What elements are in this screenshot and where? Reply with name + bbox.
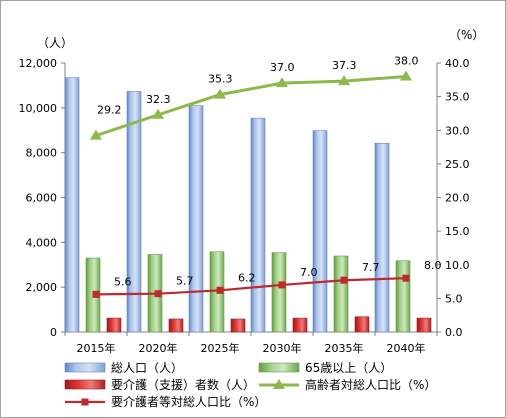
- legend-label-total-population: 総人口（人）: [111, 361, 183, 375]
- data-label-care-ratio: 5.6: [114, 275, 132, 288]
- right-tick-label: 20.0: [445, 192, 470, 205]
- right-tick-label: 25.0: [445, 158, 470, 171]
- right-tick-label: 15.0: [445, 225, 470, 238]
- marker-elderly-ratio: [276, 77, 288, 88]
- marker-care-ratio: [92, 290, 100, 298]
- data-label-elderly-ratio: 32.3: [146, 93, 171, 106]
- data-label-care-ratio: 7.7: [362, 261, 380, 274]
- marker-elderly-ratio: [152, 108, 164, 119]
- bar-total-population: [312, 130, 328, 333]
- left-tick-label: 2,000: [26, 281, 58, 294]
- marker-care-ratio: [154, 290, 162, 298]
- bar-care-needed: [354, 316, 370, 333]
- legend-swatch-total-population: [64, 362, 106, 373]
- right-tick-label: 5.0: [445, 292, 463, 305]
- left-tick-label: 0: [50, 326, 57, 339]
- data-label-care-ratio: 8.0: [424, 259, 442, 272]
- data-label-elderly-ratio: 37.0: [270, 61, 295, 74]
- bar-care-needed: [168, 318, 184, 333]
- bar-total-population: [126, 91, 142, 333]
- marker-care-ratio: [216, 286, 224, 294]
- bar-care-needed: [416, 317, 432, 333]
- marker-elderly-ratio: [214, 88, 226, 99]
- right-tick-label: 10.0: [445, 259, 470, 272]
- bar-total-population: [188, 105, 204, 333]
- left-tick-label: 6,000: [26, 192, 58, 205]
- left-tick-label: 8,000: [26, 147, 58, 160]
- bar-total-population: [374, 142, 390, 333]
- right-tick-label: 0.0: [445, 326, 463, 339]
- marker-elderly-ratio: [338, 75, 350, 86]
- x-tick-label: 2015年: [77, 341, 116, 355]
- data-label-elderly-ratio: 29.2: [97, 104, 122, 117]
- bar-total-population: [64, 77, 80, 333]
- data-label-elderly-ratio: 38.0: [394, 54, 419, 67]
- data-label-care-ratio: 5.7: [176, 275, 194, 288]
- legend-marker-elderly-ratio: [273, 379, 285, 389]
- x-tick-label: 2025年: [201, 341, 240, 355]
- right-axis-unit: （%）: [449, 28, 484, 42]
- line-care-ratio: [95, 277, 407, 296]
- bar-care-needed: [106, 317, 122, 333]
- legend-swatch-age-65-plus: [258, 362, 300, 373]
- right-tick-label: 30.0: [445, 124, 470, 137]
- line-elderly-ratio: [95, 74, 407, 138]
- right-tick-label: 40.0: [445, 57, 470, 70]
- bar-care-needed: [292, 317, 308, 333]
- legend-label-age-65-plus: 65歳以上（人）: [305, 361, 392, 375]
- x-tick-label: 2020年: [139, 341, 178, 355]
- bar-total-population: [250, 117, 266, 333]
- data-label-elderly-ratio: 37.3: [332, 59, 357, 72]
- data-label-care-ratio: 7.0: [300, 266, 318, 279]
- data-label-elderly-ratio: 35.3: [208, 73, 233, 86]
- bar-age-65-plus: [395, 260, 411, 333]
- legend-marker-care-ratio: [81, 398, 89, 406]
- left-tick-label: 10,000: [19, 102, 58, 115]
- marker-care-ratio: [402, 274, 410, 282]
- marker-care-ratio: [278, 281, 286, 289]
- left-axis-unit: （人）: [37, 36, 73, 50]
- left-tick-label: 4,000: [26, 236, 58, 249]
- bar-age-65-plus: [333, 255, 349, 333]
- legend-label-care-ratio: 要介護者等対総人口比（%）: [111, 394, 266, 409]
- left-tick-label: 12,000: [19, 57, 58, 70]
- x-tick-label: 2040年: [387, 341, 426, 355]
- x-tick-label: 2035年: [325, 341, 364, 355]
- bar-age-65-plus: [271, 252, 287, 333]
- marker-elderly-ratio: [90, 129, 102, 140]
- marker-elderly-ratio: [400, 70, 412, 81]
- data-label-care-ratio: 6.2: [238, 271, 256, 284]
- legend-swatch-care-needed: [64, 379, 106, 390]
- x-tick-label: 2030年: [263, 341, 302, 355]
- marker-care-ratio: [340, 276, 348, 284]
- bar-care-needed: [230, 318, 246, 333]
- legend-label-care-needed: 要介護（支援）者数（人）: [111, 377, 255, 392]
- right-tick-label: 35.0: [445, 91, 470, 104]
- legend-label-elderly-ratio: 高齢者対総人口比（%）: [305, 377, 436, 392]
